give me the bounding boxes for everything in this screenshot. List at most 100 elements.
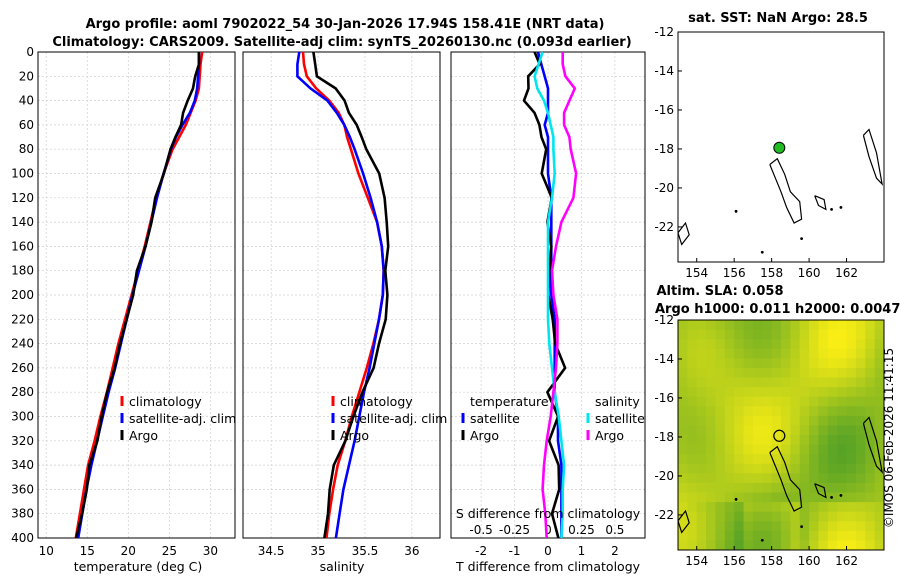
heatmap-cell bbox=[781, 444, 791, 455]
heatmap-cell bbox=[752, 367, 763, 378]
heatmap-cell bbox=[809, 377, 819, 388]
heatmap-cell bbox=[706, 415, 716, 426]
heatmap-cell bbox=[799, 482, 810, 493]
heatmap-cell bbox=[771, 502, 782, 513]
heatmap-cell bbox=[706, 377, 716, 388]
x-tick-label: 2 bbox=[611, 544, 619, 558]
heatmap-cell bbox=[855, 377, 866, 388]
legend-group-title: salinity bbox=[595, 394, 640, 409]
heatmap-cell bbox=[837, 530, 848, 541]
heatmap-cell bbox=[818, 502, 829, 513]
heatmap-cell bbox=[734, 511, 745, 522]
heatmap-cell bbox=[855, 329, 866, 340]
depth-tick-label: 0 bbox=[26, 45, 34, 59]
heatmap-cell bbox=[837, 387, 848, 398]
heatmap-cell bbox=[865, 358, 876, 369]
map-y-tick-label: -14 bbox=[654, 64, 674, 78]
axes-frame bbox=[37, 51, 236, 539]
heatmap-cell bbox=[687, 358, 698, 369]
x-tick-label: 35.5 bbox=[352, 544, 379, 558]
heatmap-cell bbox=[678, 358, 688, 369]
heatmap-cell bbox=[696, 473, 707, 484]
heatmap-cell bbox=[781, 511, 791, 522]
temperature-xlabel: temperature (deg C) bbox=[74, 559, 203, 574]
heatmap-cell bbox=[715, 463, 726, 474]
heatmap-cell bbox=[696, 502, 707, 513]
reef-dot bbox=[800, 525, 803, 529]
heatmap-cell bbox=[687, 320, 698, 331]
map-y-tick-label: -12 bbox=[654, 25, 674, 39]
heatmap-cell bbox=[771, 444, 782, 455]
heatmap-cell bbox=[827, 358, 838, 369]
heatmap-cell bbox=[734, 492, 745, 503]
heatmap-cell bbox=[837, 444, 848, 455]
heatmap-cell bbox=[790, 482, 801, 493]
heatmap-cell bbox=[734, 348, 745, 359]
heatmap-cell bbox=[790, 367, 801, 378]
heatmap-cell bbox=[734, 482, 745, 493]
heatmap-cell bbox=[678, 329, 688, 340]
heatmap-cell bbox=[752, 396, 763, 407]
heatmap-cell bbox=[762, 511, 773, 522]
heatmap-cell bbox=[781, 482, 791, 493]
heatmap-cell bbox=[818, 511, 829, 522]
heatmap-cell bbox=[865, 435, 876, 446]
heatmap-cell bbox=[846, 425, 857, 436]
heatmap-cell bbox=[874, 415, 885, 426]
heatmap-cell bbox=[734, 530, 745, 541]
heatmap-cell bbox=[715, 540, 726, 551]
heatmap-cell bbox=[706, 511, 716, 522]
heatmap-cell bbox=[790, 454, 801, 465]
x-tick-label: 10 bbox=[39, 544, 54, 558]
heatmap-cell bbox=[771, 540, 782, 551]
heatmap-cell bbox=[696, 396, 707, 407]
coastline bbox=[814, 195, 827, 211]
x-tick-label: 36 bbox=[404, 544, 419, 558]
heatmap-cell bbox=[874, 329, 885, 340]
depth-tick-label: 220 bbox=[11, 312, 34, 326]
reef-dot bbox=[760, 538, 764, 542]
heatmap-cell bbox=[678, 367, 688, 378]
heatmap-cell bbox=[696, 492, 707, 503]
heatmap-cell bbox=[874, 406, 885, 417]
heatmap-cell bbox=[827, 454, 838, 465]
heatmap-cell bbox=[706, 396, 716, 407]
map-x-tick-label: 156 bbox=[723, 554, 746, 568]
heatmap-cell bbox=[809, 463, 819, 474]
heatmap-cell bbox=[874, 540, 885, 551]
heatmap-cell bbox=[706, 435, 716, 446]
heatmap-cell bbox=[827, 521, 838, 532]
heatmap-cell bbox=[743, 320, 754, 331]
axes-frame bbox=[242, 51, 441, 539]
heatmap-cell bbox=[790, 415, 801, 426]
heatmap-cell bbox=[734, 502, 745, 513]
reef-dot bbox=[734, 497, 738, 501]
heatmap-cell bbox=[743, 329, 754, 340]
heatmap-cell bbox=[790, 444, 801, 455]
heatmap-cell bbox=[837, 425, 848, 436]
heatmap-cell bbox=[865, 473, 876, 484]
x-tick-label: 0 bbox=[544, 544, 552, 558]
argo-float-marker bbox=[773, 429, 786, 442]
series-line-salinity-satellite bbox=[533, 51, 566, 539]
heatmap-cell bbox=[809, 387, 819, 398]
depth-tick-label: 260 bbox=[11, 361, 34, 375]
heatmap-cell bbox=[799, 444, 810, 455]
heatmap-cell bbox=[781, 377, 791, 388]
heatmap-cell bbox=[724, 473, 735, 484]
map-y-tick-label: -16 bbox=[654, 103, 674, 117]
heatmap-cell bbox=[771, 530, 782, 541]
s-tick-label: -0.5 bbox=[469, 523, 492, 537]
heatmap-cell bbox=[734, 339, 745, 350]
heatmap-cell bbox=[865, 367, 876, 378]
heatmap-cell bbox=[752, 502, 763, 513]
heatmap-cell bbox=[687, 473, 698, 484]
heatmap-cell bbox=[865, 406, 876, 417]
series-line-argo bbox=[312, 51, 390, 539]
heatmap-cell bbox=[855, 540, 866, 551]
legend-label: climatology bbox=[129, 394, 202, 409]
heatmap-cell bbox=[809, 435, 819, 446]
heatmap-cell bbox=[762, 530, 773, 541]
heatmap-cell bbox=[874, 425, 885, 436]
heatmap-cell bbox=[771, 454, 782, 465]
